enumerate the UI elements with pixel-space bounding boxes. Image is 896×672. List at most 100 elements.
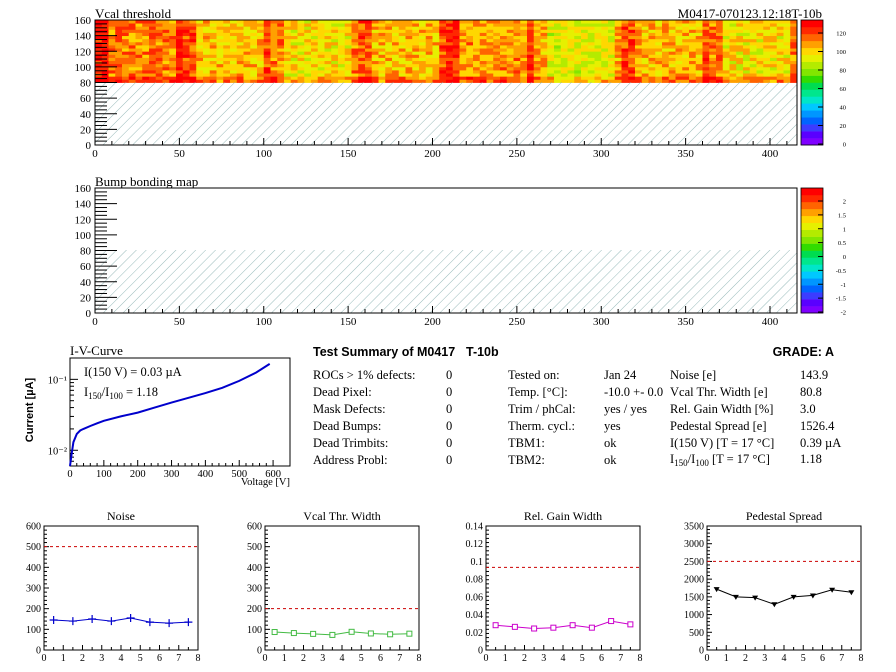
heatmap-cell <box>284 54 292 58</box>
heatmap-cell <box>230 26 238 30</box>
heatmap-cell <box>398 48 406 52</box>
heatmap-cell <box>155 63 163 68</box>
x-tick-label: 150 <box>340 148 357 160</box>
heatmap-cell <box>554 76 562 80</box>
heatmap-cell <box>439 60 447 65</box>
heatmap-cell <box>675 73 683 77</box>
heatmap-cell <box>614 79 622 83</box>
heatmap-cell <box>331 73 339 77</box>
heatmap-cell <box>689 45 697 49</box>
y-tick-label: 60 <box>80 93 92 105</box>
heatmap-cell <box>216 29 224 33</box>
heatmap-cell <box>743 32 751 37</box>
heatmap-cell <box>513 29 521 33</box>
heatmap-cell <box>263 57 271 62</box>
heatmap-cell <box>783 79 791 83</box>
heatmap-cell <box>473 51 481 55</box>
heatmap-cell <box>385 45 393 49</box>
heatmap-cell <box>101 23 109 27</box>
heatmap-cell <box>594 48 602 52</box>
heatmap-cell <box>689 29 697 33</box>
y-tick-label: 0.04 <box>466 610 484 621</box>
heatmap-cell <box>689 48 697 52</box>
heatmap-cell <box>743 79 751 83</box>
heatmap-cell <box>223 54 231 58</box>
heatmap-cell <box>749 79 757 83</box>
heatmap-cell <box>128 29 136 33</box>
heatmap-cell <box>162 35 170 40</box>
heatmap-cell <box>554 60 562 65</box>
heatmap-cell <box>149 54 157 58</box>
heatmap-cell <box>419 51 427 55</box>
heatmap-cell <box>682 66 690 71</box>
heatmap-cell <box>155 20 163 24</box>
heatmap-cell <box>608 54 616 58</box>
heatmap-cell <box>736 51 744 55</box>
heatmap-cell <box>533 73 541 77</box>
heatmap-cell <box>736 70 744 74</box>
heatmap-cell <box>425 20 433 24</box>
heatmap-cell <box>243 32 251 37</box>
heatmap-cell <box>101 76 109 80</box>
palette-band <box>801 292 823 300</box>
heatmap-cell <box>736 79 744 83</box>
heatmap-cell <box>284 79 292 83</box>
heatmap-cell <box>284 48 292 52</box>
heatmap-cell <box>95 23 103 27</box>
heatmap-cell <box>763 29 771 33</box>
heatmap-cell <box>662 48 670 52</box>
heatmap-cell <box>432 35 440 40</box>
heatmap-cell <box>452 76 460 80</box>
heatmap-cell <box>513 41 521 46</box>
x-tick-label: 6 <box>157 653 162 664</box>
heatmap-cell <box>682 48 690 52</box>
heatmap-cell <box>236 63 244 68</box>
heatmap-cell <box>122 45 130 49</box>
heatmap-cell <box>95 66 103 71</box>
heatmap-cell <box>351 76 359 80</box>
heatmap-cell <box>668 70 676 74</box>
heatmap-cell <box>182 76 190 80</box>
heatmap-cell <box>284 38 292 43</box>
heatmap-cell <box>621 20 629 24</box>
heatmap-cell <box>284 35 292 40</box>
heatmap-cell <box>621 54 629 58</box>
heatmap-cell <box>513 79 521 83</box>
heatmap-cell <box>365 51 373 55</box>
heatmap-cell <box>176 35 184 40</box>
heatmap-cell <box>614 23 622 27</box>
heatmap-cell <box>790 45 798 49</box>
heatmap-cell <box>452 48 460 52</box>
heatmap-cell <box>567 66 575 71</box>
heatmap-cell <box>236 48 244 52</box>
heatmap-cell <box>432 29 440 33</box>
heatmap-cell <box>574 35 582 40</box>
heatmap-cell <box>621 63 629 68</box>
heatmap-cell <box>749 54 757 58</box>
heatmap-cell <box>290 60 298 65</box>
heatmap-cell <box>736 63 744 68</box>
heatmap-cell <box>439 70 447 74</box>
heatmap-cell <box>743 41 751 46</box>
heatmap-cell <box>189 70 197 74</box>
heatmap-cell <box>452 35 460 40</box>
heatmap-cell <box>338 66 346 71</box>
heatmap-cell <box>493 38 501 43</box>
heatmap-cell <box>533 66 541 71</box>
heatmap-cell <box>155 38 163 43</box>
heatmap-cell <box>722 60 730 65</box>
heatmap-cell <box>304 23 312 27</box>
x-tick-label: 50 <box>174 316 186 328</box>
heatmap-cell <box>662 76 670 80</box>
heatmap-cell <box>608 51 616 55</box>
heatmap-cell <box>527 32 535 37</box>
heatmap-cell <box>648 57 656 62</box>
heatmap-cell <box>311 76 319 80</box>
heatmap-cell <box>473 70 481 74</box>
heatmap-cell <box>223 38 231 43</box>
heatmap-cell <box>419 38 427 43</box>
heatmap-cell <box>371 20 379 24</box>
heatmap-cell <box>358 26 366 30</box>
